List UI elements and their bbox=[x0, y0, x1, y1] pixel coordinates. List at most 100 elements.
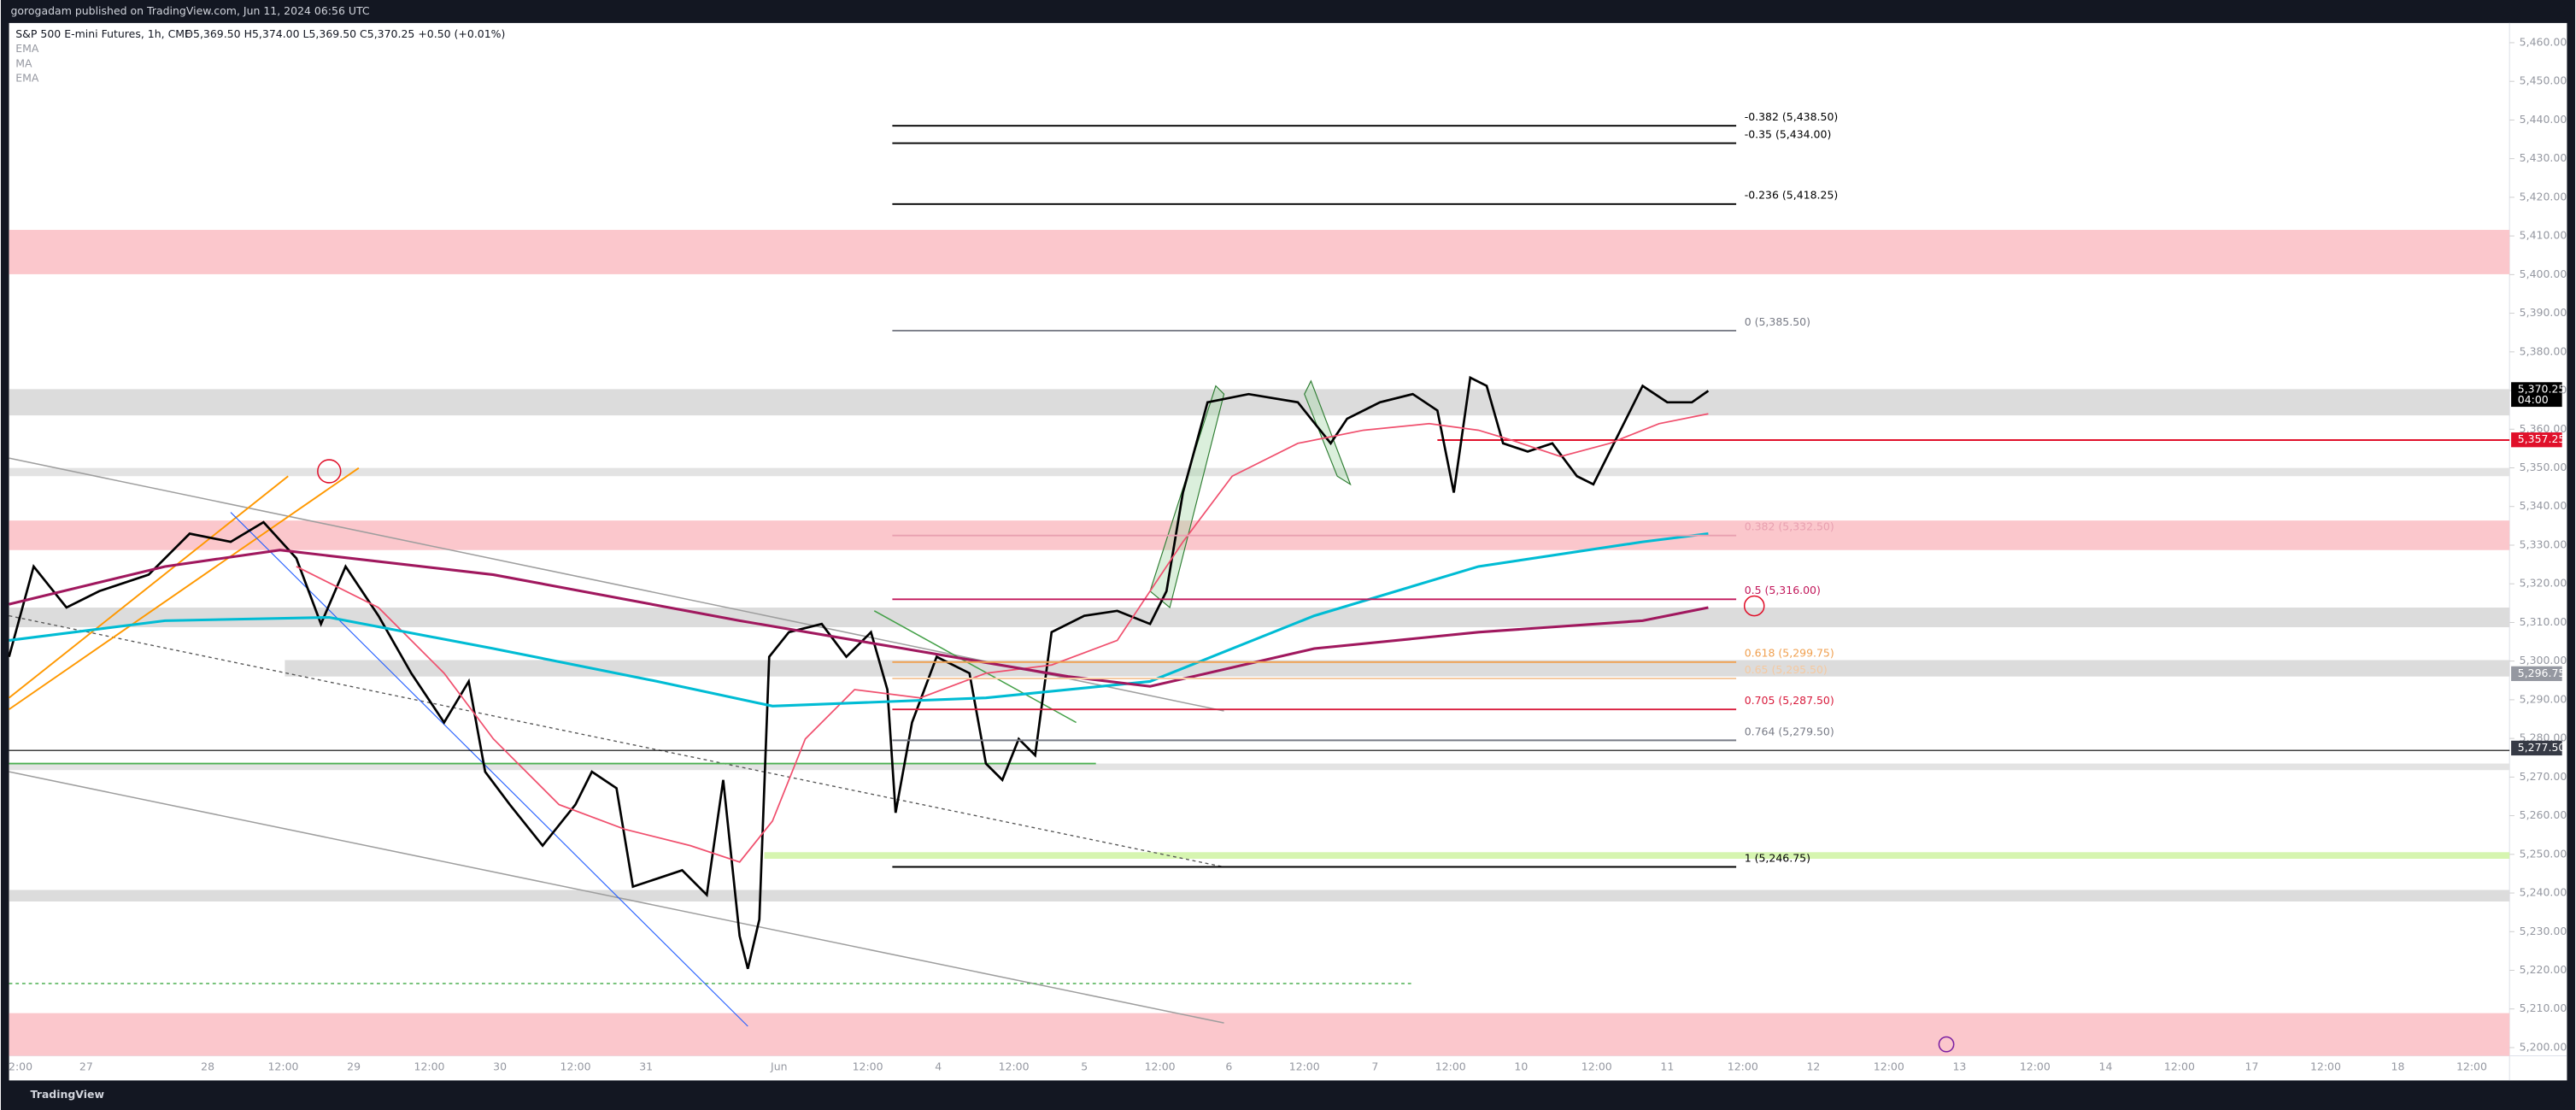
y-tick-label: 5,260.00 bbox=[2520, 808, 2567, 821]
flag bbox=[1304, 379, 1352, 486]
y-tick-label: 5,310.00 bbox=[2520, 615, 2567, 628]
y-tick-label: 5,340.00 bbox=[2520, 499, 2567, 512]
zone bbox=[9, 890, 2510, 902]
publisher: gorogadam published on TradingView.com, … bbox=[10, 4, 369, 17]
x-tick-label: 27 bbox=[79, 1060, 93, 1073]
x-tick-label: 12:00 bbox=[1145, 1060, 1176, 1073]
zone bbox=[9, 1013, 2510, 1056]
fib-label: 0.65 (5,295.50) bbox=[1745, 663, 1828, 676]
marker bbox=[317, 459, 342, 484]
x-tick-label: 12:00 bbox=[1435, 1060, 1466, 1073]
price-badge-time: 04:00 bbox=[2518, 393, 2549, 406]
price-badge bbox=[2511, 432, 2562, 448]
price-badge bbox=[2511, 382, 2562, 408]
x-tick-label: 12:00 bbox=[267, 1060, 298, 1073]
y-tick-label: 5,350.00 bbox=[2520, 461, 2567, 473]
symbol: S&P 500 E-mini Futures, 1h, CME bbox=[15, 27, 191, 40]
fib-label: -0.382 (5,438.50) bbox=[1745, 110, 1839, 123]
price-badge bbox=[2511, 666, 2562, 682]
zone bbox=[285, 660, 2510, 677]
fib-label: 0.382 (5,332.50) bbox=[1745, 520, 1834, 533]
x-tick-label: 12:00 bbox=[1289, 1060, 1320, 1073]
x-tick-label: 12:00 bbox=[560, 1060, 591, 1073]
trend-line bbox=[9, 771, 1224, 1024]
y-tick-label: 5,240.00 bbox=[2520, 886, 2567, 899]
ema bbox=[9, 532, 1709, 708]
x-tick-label: 11 bbox=[1660, 1060, 1674, 1073]
fib-label: 0 (5,385.50) bbox=[1745, 315, 1810, 328]
channel-line bbox=[8, 475, 289, 699]
zone bbox=[9, 389, 2510, 416]
zone bbox=[9, 467, 2510, 477]
zone bbox=[9, 607, 2510, 628]
channel-line bbox=[9, 467, 360, 710]
fib-label: 0.705 (5,287.50) bbox=[1745, 694, 1834, 707]
y-tick-label: 5,290.00 bbox=[2520, 692, 2567, 705]
y-tick-label: 5,400.00 bbox=[2520, 267, 2567, 280]
y-tick-label: 5,440.00 bbox=[2520, 113, 2567, 126]
marker bbox=[1938, 1036, 1955, 1053]
x-tick-label: 2:00 bbox=[9, 1060, 32, 1073]
x-tick-label: 12:00 bbox=[2164, 1060, 2195, 1073]
indicator: EMA bbox=[15, 72, 39, 85]
price-badge-label: 5,296.75 bbox=[2518, 667, 2566, 679]
y-tick-label: 5,390.00 bbox=[2520, 306, 2567, 319]
price-badge-label: 5,370.25 bbox=[2518, 382, 2566, 395]
zone bbox=[764, 852, 2510, 859]
x-tick-label: 12 bbox=[1806, 1060, 1820, 1073]
wave-line bbox=[230, 512, 748, 1027]
x-tick-label: 18 bbox=[2391, 1060, 2405, 1073]
x-tick-label: 31 bbox=[639, 1060, 653, 1073]
x-tick-label: 6 bbox=[1225, 1060, 1232, 1073]
y-tick-label: 5,360.00 bbox=[2520, 422, 2567, 435]
x-tick-label: 7 bbox=[1371, 1060, 1378, 1073]
trend-line bbox=[9, 614, 1224, 868]
marker bbox=[1743, 595, 1765, 617]
fib-label: 0.5 (5,316.00) bbox=[1745, 584, 1821, 596]
x-tick-label: 12:00 bbox=[999, 1060, 1030, 1073]
price-badge-label: 5,357.25 bbox=[2518, 432, 2566, 445]
price-line bbox=[8, 375, 1710, 970]
y-tick-label: 5,300.00 bbox=[2520, 654, 2567, 667]
fib-label: 1 (5,246.75) bbox=[1745, 851, 1810, 864]
y-tick-label: 5,230.00 bbox=[2520, 925, 2567, 937]
y-tick-label: 5,320.00 bbox=[2520, 577, 2567, 590]
footer: TradingView bbox=[31, 1088, 105, 1101]
zone bbox=[9, 763, 2510, 771]
x-tick-label: 12:00 bbox=[853, 1060, 883, 1073]
x-tick-label: 4 bbox=[935, 1060, 942, 1073]
y-tick-label: 5,380.00 bbox=[2520, 344, 2567, 357]
x-tick-label: 12:00 bbox=[1581, 1060, 1612, 1073]
y-tick-label: 5,220.00 bbox=[2520, 963, 2567, 976]
x-tick-label: 12:00 bbox=[1874, 1060, 1904, 1073]
fib-label: -0.35 (5,434.00) bbox=[1745, 127, 1832, 140]
y-tick-label: 5,450.00 bbox=[2520, 74, 2567, 87]
x-tick-label: 12:00 bbox=[2456, 1060, 2487, 1073]
x-tick-label: Jun bbox=[770, 1060, 788, 1073]
x-tick-label: 29 bbox=[347, 1060, 361, 1073]
x-tick-label: 5 bbox=[1081, 1060, 1088, 1073]
price-badge-label: 5,277.50 bbox=[2518, 741, 2566, 754]
chart-pane bbox=[9, 22, 2567, 1081]
y-tick-label: 5,210.00 bbox=[2520, 1001, 2567, 1014]
y-tick-label: 5,410.00 bbox=[2520, 229, 2567, 242]
y-tick-label: 5,420.00 bbox=[2520, 190, 2567, 203]
ohlc: O5,369.50 H5,374.00 L5,369.50 C5,370.25 … bbox=[185, 27, 505, 40]
x-tick-label: 13 bbox=[1952, 1060, 1966, 1073]
x-tick-label: 12:00 bbox=[1728, 1060, 1758, 1073]
x-tick-label: 12:00 bbox=[414, 1060, 445, 1073]
fib-label: 0.764 (5,279.50) bbox=[1745, 725, 1834, 737]
x-tick-label: 12:00 bbox=[2310, 1060, 2341, 1073]
x-tick-label: 12:00 bbox=[2020, 1060, 2051, 1073]
indicator: MA bbox=[15, 56, 32, 69]
indicator: EMA bbox=[15, 42, 39, 55]
y-tick-label: 5,250.00 bbox=[2520, 847, 2567, 860]
fib-label: -0.236 (5,418.25) bbox=[1745, 189, 1839, 202]
price-badge bbox=[2511, 740, 2562, 756]
y-tick-label: 5,330.00 bbox=[2520, 537, 2567, 550]
fib-label: 0.618 (5,299.75) bbox=[1745, 647, 1834, 660]
x-tick-label: 30 bbox=[493, 1060, 507, 1073]
x-tick-label: 17 bbox=[2245, 1060, 2259, 1073]
